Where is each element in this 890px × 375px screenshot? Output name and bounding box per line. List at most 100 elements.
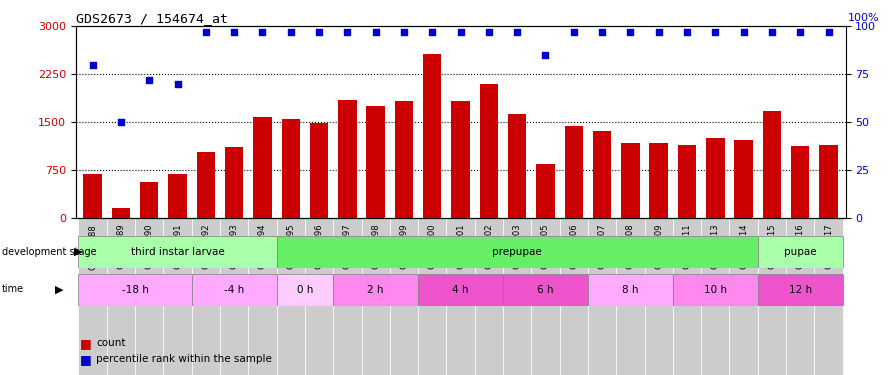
Bar — [164, 217, 191, 375]
Bar — [418, 274, 503, 306]
Bar — [814, 217, 843, 375]
Text: -18 h: -18 h — [122, 285, 149, 295]
Bar — [673, 217, 701, 375]
Bar — [706, 138, 724, 218]
Bar — [701, 217, 730, 375]
Point — [397, 29, 411, 35]
Text: prepupae: prepupae — [492, 247, 542, 257]
Bar — [107, 217, 135, 375]
Bar — [730, 217, 757, 375]
Bar — [310, 123, 328, 218]
Bar — [588, 274, 673, 306]
Text: 100%: 100% — [848, 13, 880, 24]
Point — [481, 29, 496, 35]
Text: 8 h: 8 h — [622, 285, 639, 295]
Point — [793, 29, 807, 35]
Point — [454, 29, 468, 35]
Bar — [78, 274, 191, 306]
Bar — [135, 217, 164, 375]
Point — [708, 29, 723, 35]
Point — [821, 29, 836, 35]
Bar — [786, 217, 814, 375]
Text: 4 h: 4 h — [452, 285, 469, 295]
Bar — [220, 217, 248, 375]
Point — [737, 29, 751, 35]
Bar — [480, 84, 498, 218]
Text: time: time — [2, 285, 24, 294]
Bar — [78, 217, 107, 375]
Bar — [678, 146, 696, 218]
Bar — [84, 174, 101, 217]
Bar — [191, 217, 220, 375]
Bar — [616, 217, 644, 375]
Bar — [763, 111, 781, 218]
Text: development stage: development stage — [2, 247, 96, 257]
Point — [312, 29, 326, 35]
Point — [198, 29, 213, 35]
Bar — [564, 126, 583, 218]
Bar — [248, 217, 277, 375]
Bar — [225, 147, 243, 218]
Bar — [560, 217, 588, 375]
Bar — [621, 143, 640, 218]
Point — [340, 29, 354, 35]
Point — [142, 77, 157, 83]
Bar — [734, 140, 753, 218]
Point — [510, 29, 524, 35]
Bar — [791, 146, 809, 218]
Text: 0 h: 0 h — [296, 285, 313, 295]
Bar — [78, 236, 277, 268]
Bar — [820, 146, 837, 218]
Text: GDS2673 / 154674_at: GDS2673 / 154674_at — [76, 12, 228, 25]
Bar — [390, 217, 418, 375]
Bar — [281, 118, 300, 218]
Bar — [168, 174, 187, 217]
Text: ▶: ▶ — [74, 247, 83, 257]
Point — [85, 62, 100, 68]
Point — [368, 29, 383, 35]
Bar — [254, 117, 271, 218]
Bar — [418, 217, 447, 375]
Bar — [673, 274, 757, 306]
Point — [114, 119, 128, 125]
Bar — [277, 217, 305, 375]
Point — [425, 29, 440, 35]
Bar — [503, 274, 588, 306]
Point — [765, 29, 779, 35]
Text: third instar larvae: third instar larvae — [131, 247, 224, 257]
Bar — [757, 217, 786, 375]
Bar — [644, 217, 673, 375]
Point — [623, 29, 637, 35]
Bar — [361, 217, 390, 375]
Bar — [197, 153, 215, 218]
Bar — [277, 274, 333, 306]
Bar — [447, 217, 474, 375]
Bar — [503, 217, 531, 375]
Bar — [333, 274, 418, 306]
Text: pupae: pupae — [784, 247, 816, 257]
Bar — [140, 182, 158, 218]
Bar — [451, 102, 470, 217]
Bar — [338, 100, 357, 218]
Bar — [508, 114, 526, 218]
Text: 2 h: 2 h — [368, 285, 384, 295]
Bar — [423, 54, 441, 217]
Bar — [757, 274, 843, 306]
Text: -4 h: -4 h — [224, 285, 244, 295]
Bar — [395, 102, 413, 217]
Point — [227, 29, 241, 35]
Bar — [531, 217, 560, 375]
Text: 6 h: 6 h — [538, 285, 554, 295]
Point — [651, 29, 666, 35]
Point — [567, 29, 581, 35]
Bar — [537, 164, 554, 218]
Bar — [333, 217, 361, 375]
Bar — [474, 217, 503, 375]
Bar — [277, 236, 757, 268]
Point — [680, 29, 694, 35]
Point — [595, 29, 610, 35]
Text: count: count — [96, 338, 125, 348]
Text: ■: ■ — [80, 353, 92, 366]
Bar — [588, 217, 616, 375]
Text: ■: ■ — [80, 337, 92, 350]
